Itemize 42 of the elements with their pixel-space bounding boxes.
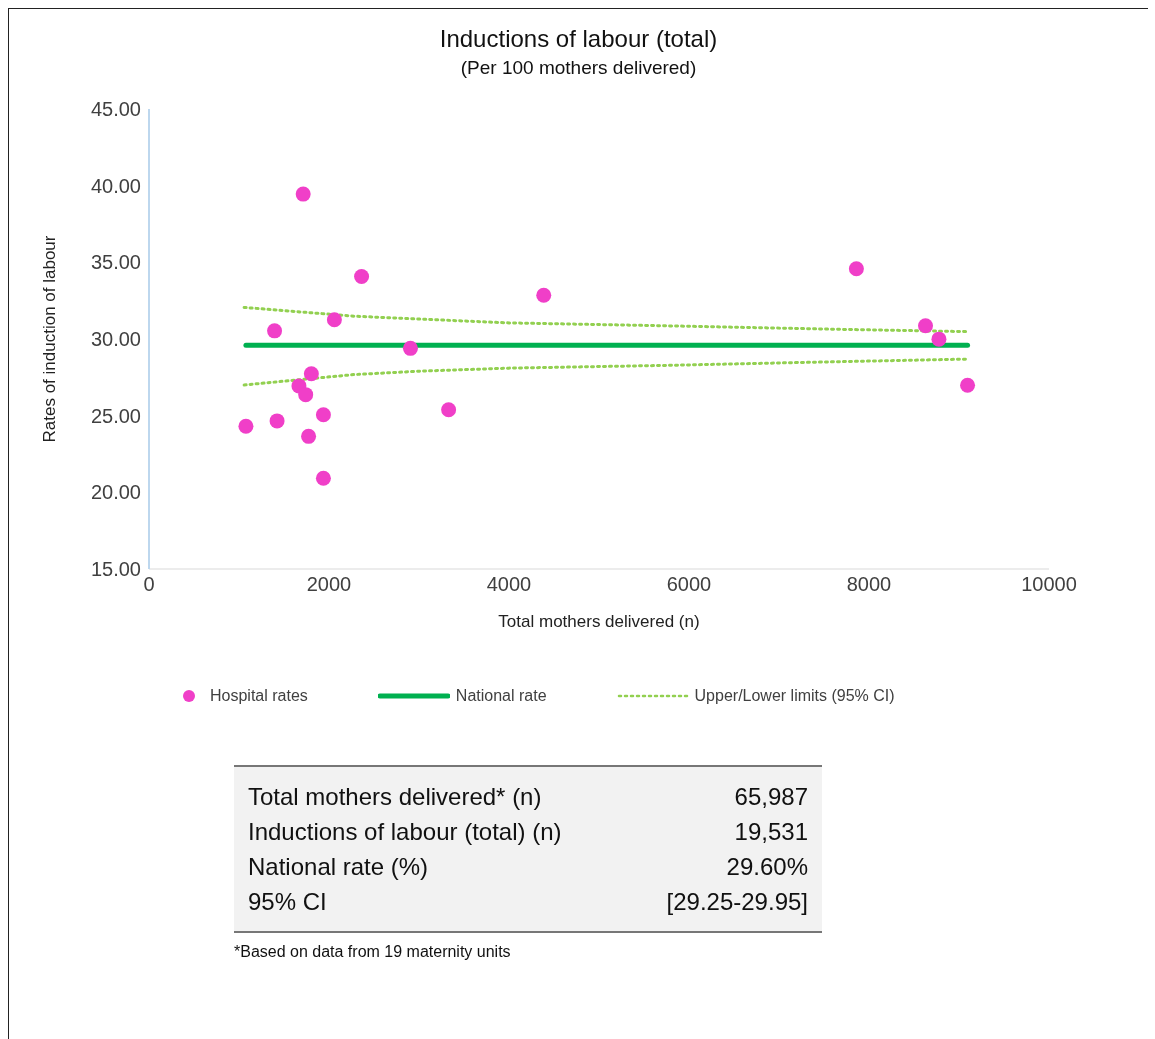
x-tick-label: 6000	[666, 573, 712, 596]
point	[441, 402, 457, 418]
point	[238, 418, 254, 434]
point	[931, 331, 947, 347]
point	[315, 407, 331, 423]
legend-label: National rate	[455, 687, 547, 705]
x-axis-title: Total mothers delivered (n)	[498, 612, 700, 631]
point	[298, 387, 314, 403]
summary-table: Total mothers delivered* (n) 65,987 Inductions of labour (total) (n) 19,531 National rate (%) 29.60% 95% CI [29.25-29.95]	[234, 765, 822, 933]
line-series	[242, 305, 970, 334]
y-tick-label: 30.00	[90, 328, 141, 351]
point	[326, 312, 342, 328]
point	[918, 318, 934, 334]
y-tick-label: 25.00	[90, 404, 141, 427]
point	[315, 470, 331, 486]
point	[269, 413, 285, 429]
y-tick-label: 35.00	[90, 251, 141, 274]
chart-subtitle: (Per 100 mothers delivered)	[459, 57, 698, 79]
y-tick-label: 40.00	[90, 174, 141, 197]
point	[295, 186, 311, 202]
x-tick-label: 10000	[1021, 573, 1077, 596]
x-tick-label: 8000	[846, 573, 892, 596]
chart-title: Inductions of labour (total)	[438, 25, 719, 53]
point	[960, 377, 976, 393]
point	[301, 428, 317, 444]
x-tick-label: 4000	[486, 573, 532, 596]
point	[267, 323, 283, 339]
legend-label: Upper/Lower limits (95% CI)	[694, 687, 895, 705]
y-tick-label: 15.00	[90, 558, 141, 581]
legend-label: Hospital rates	[210, 687, 308, 705]
x-tick-label: 2000	[306, 573, 352, 596]
point	[402, 340, 418, 356]
y-tick-label: 20.00	[90, 481, 141, 504]
y-axis-title: Rates of induction of labour	[40, 235, 60, 443]
x-tick-label: 0	[143, 573, 155, 596]
line-series	[242, 357, 970, 387]
point	[354, 268, 370, 284]
point	[536, 287, 552, 303]
point	[848, 261, 864, 277]
text: *Based on data from 19 maternity units	[234, 943, 512, 961]
point	[303, 366, 319, 382]
y-tick-label: 45.00	[90, 98, 141, 121]
